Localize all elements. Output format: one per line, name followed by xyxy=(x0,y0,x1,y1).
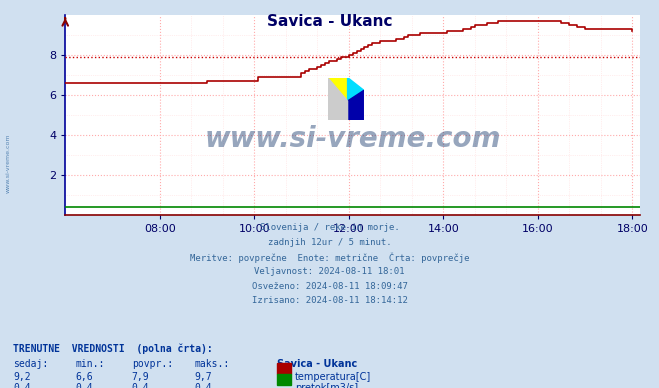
Text: maks.:: maks.: xyxy=(194,359,229,369)
Text: 0,4: 0,4 xyxy=(194,383,212,388)
Text: Meritve: povprečne  Enote: metrične  Črta: povprečje: Meritve: povprečne Enote: metrične Črta:… xyxy=(190,252,469,263)
Polygon shape xyxy=(347,90,364,120)
Polygon shape xyxy=(347,78,364,101)
Text: Veljavnost: 2024-08-11 18:01: Veljavnost: 2024-08-11 18:01 xyxy=(254,267,405,276)
Text: min.:: min.: xyxy=(76,359,105,369)
Text: sedaj:: sedaj: xyxy=(13,359,48,369)
Text: 7,9: 7,9 xyxy=(132,372,150,382)
Polygon shape xyxy=(328,78,347,120)
Text: 0,4: 0,4 xyxy=(76,383,94,388)
Text: Savica - Ukanc: Savica - Ukanc xyxy=(277,359,357,369)
Text: 6,6: 6,6 xyxy=(76,372,94,382)
Text: www.si-vreme.com: www.si-vreme.com xyxy=(204,125,501,153)
Text: povpr.:: povpr.: xyxy=(132,359,173,369)
Text: www.si-vreme.com: www.si-vreme.com xyxy=(6,133,11,193)
Text: 9,2: 9,2 xyxy=(13,372,31,382)
Text: pretok[m3/s]: pretok[m3/s] xyxy=(295,383,358,388)
Text: TRENUTNE  VREDNOSTI  (polna črta):: TRENUTNE VREDNOSTI (polna črta): xyxy=(13,343,213,354)
Text: Osveženo: 2024-08-11 18:09:47: Osveženo: 2024-08-11 18:09:47 xyxy=(252,282,407,291)
Text: 0,4: 0,4 xyxy=(132,383,150,388)
Polygon shape xyxy=(328,78,347,101)
Text: 9,7: 9,7 xyxy=(194,372,212,382)
Text: zadnjih 12ur / 5 minut.: zadnjih 12ur / 5 minut. xyxy=(268,237,391,246)
Text: Slovenija / reke in morje.: Slovenija / reke in morje. xyxy=(260,223,399,232)
Text: Savica - Ukanc: Savica - Ukanc xyxy=(267,14,392,29)
Text: Izrisano: 2024-08-11 18:14:12: Izrisano: 2024-08-11 18:14:12 xyxy=(252,296,407,305)
Text: 0,4: 0,4 xyxy=(13,383,31,388)
Text: temperatura[C]: temperatura[C] xyxy=(295,372,372,382)
